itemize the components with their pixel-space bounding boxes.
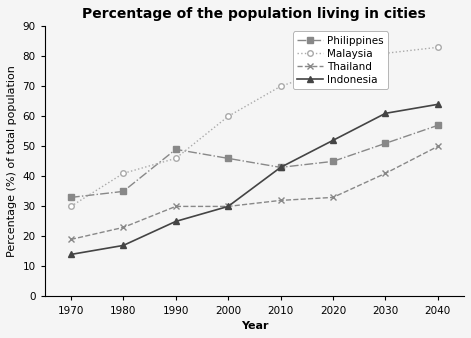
Philippines (278, 165, 284, 169)
X-axis label: Year: Year (241, 321, 268, 331)
Malaysia (330, 66, 336, 70)
Philippines (121, 189, 126, 193)
Indonesia (278, 165, 284, 169)
Line: Indonesia: Indonesia (68, 101, 441, 257)
Indonesia (435, 102, 441, 106)
Philippines (330, 159, 336, 163)
Malaysia (68, 204, 73, 209)
Malaysia (382, 51, 388, 55)
Legend: Philippines, Malaysia, Thailand, Indonesia: Philippines, Malaysia, Thailand, Indones… (293, 31, 388, 89)
Philippines (173, 147, 179, 151)
Malaysia (435, 45, 441, 49)
Line: Malaysia: Malaysia (68, 45, 441, 209)
Line: Philippines: Philippines (68, 123, 441, 200)
Indonesia (330, 138, 336, 142)
Malaysia (121, 171, 126, 175)
Thailand (278, 198, 284, 202)
Thailand (68, 237, 73, 241)
Malaysia (173, 156, 179, 161)
Thailand (435, 144, 441, 148)
Y-axis label: Percentage (%) of total population: Percentage (%) of total population (7, 66, 17, 257)
Indonesia (225, 204, 231, 209)
Indonesia (382, 111, 388, 115)
Thailand (173, 204, 179, 209)
Line: Thailand: Thailand (67, 143, 441, 243)
Malaysia (225, 114, 231, 118)
Thailand (382, 171, 388, 175)
Thailand (225, 204, 231, 209)
Thailand (121, 225, 126, 230)
Indonesia (173, 219, 179, 223)
Thailand (330, 195, 336, 199)
Indonesia (121, 243, 126, 247)
Indonesia (68, 252, 73, 257)
Philippines (435, 123, 441, 127)
Philippines (225, 156, 231, 161)
Philippines (382, 141, 388, 145)
Malaysia (278, 84, 284, 88)
Philippines (68, 195, 73, 199)
Title: Percentage of the population living in cities: Percentage of the population living in c… (82, 7, 426, 21)
